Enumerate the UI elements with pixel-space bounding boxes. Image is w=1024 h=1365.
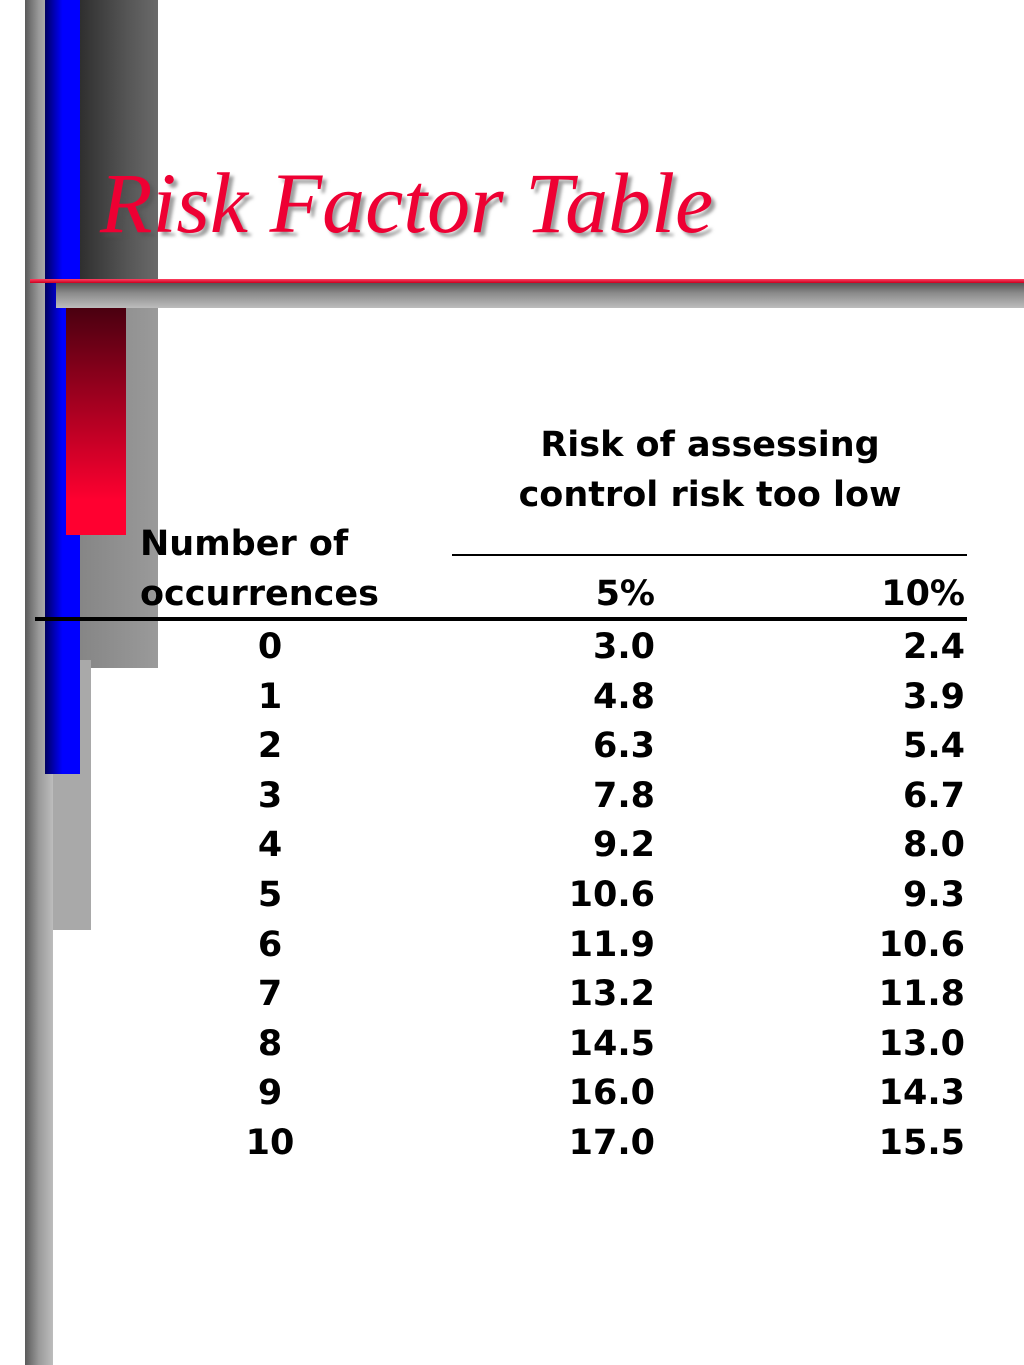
cell-risk-5-percent: 16.0 <box>568 1073 655 1114</box>
cell-occurrences: 10 <box>245 1122 295 1163</box>
title-underline-red <box>30 279 1024 283</box>
table-row: 9 16.0 14.3 <box>0 1076 1024 1126</box>
cell-risk-5-percent: 3.0 <box>592 627 655 667</box>
cell-risk-5-percent: 14.5 <box>568 1023 655 1064</box>
row-header-line-2: occurrences <box>140 574 379 614</box>
cell-occurrences: 9 <box>257 1073 283 1114</box>
table-body: 0 3.0 2.4 1 4.8 3.9 2 6.3 5.4 3 7.8 6.7 4 9.2 8.0 5 10.6… <box>0 630 1024 1176</box>
cell-occurrences: 3 <box>257 775 283 816</box>
cell-risk-5-percent: 10.6 <box>568 874 655 915</box>
cell-risk-10-percent: 9.3 <box>902 874 965 915</box>
cell-risk-10-percent: 5.4 <box>902 726 965 767</box>
table-row: 2 6.3 5.4 <box>0 729 1024 779</box>
decorative-bar-red <box>66 308 126 535</box>
cell-risk-10-percent: 3.9 <box>902 676 965 717</box>
cell-risk-10-percent: 15.5 <box>878 1122 965 1163</box>
cell-risk-5-percent: 17.0 <box>568 1122 655 1163</box>
cell-occurrences: 0 <box>257 627 283 667</box>
cell-occurrences: 5 <box>257 874 283 915</box>
cell-occurrences: 1 <box>257 676 283 717</box>
title-underline-gray-band <box>56 283 1024 308</box>
cell-occurrences: 8 <box>257 1023 283 1064</box>
cell-occurrences: 6 <box>257 924 283 965</box>
cell-occurrences: 7 <box>257 974 283 1015</box>
cell-risk-5-percent: 6.3 <box>592 726 655 767</box>
column-group-rule <box>452 554 967 556</box>
table-row: 7 13.2 11.8 <box>0 977 1024 1027</box>
column-header-5-percent: 5% <box>595 574 655 614</box>
cell-risk-10-percent: 10.6 <box>878 924 965 965</box>
column-group-header-line-2: control risk too low <box>518 475 902 515</box>
table-row: 8 14.5 13.0 <box>0 1023 1024 1077</box>
cell-occurrences: 4 <box>257 825 283 866</box>
slide-title: Risk Factor Table <box>100 155 714 251</box>
row-header-line-1: Number of <box>140 524 349 564</box>
cell-risk-5-percent: 4.8 <box>592 676 655 717</box>
cell-risk-10-percent: 14.3 <box>878 1073 965 1114</box>
cell-risk-5-percent: 7.8 <box>592 775 655 816</box>
table-row: 0 3.0 2.4 <box>0 630 1024 680</box>
column-group-header-line-1: Risk of assessing <box>540 425 880 465</box>
table-row: 5 10.6 9.3 <box>0 874 1024 928</box>
cell-risk-10-percent: 13.0 <box>878 1023 965 1064</box>
decorative-bar-dark-gray <box>80 0 158 310</box>
table-row: 10 17.0 15.5 <box>0 1122 1024 1176</box>
cell-risk-10-percent: 2.4 <box>902 627 965 667</box>
cell-risk-10-percent: 6.7 <box>902 775 965 816</box>
table-row: 1 4.8 3.9 <box>0 676 1024 730</box>
cell-risk-10-percent: 8.0 <box>902 825 965 866</box>
table-row: 4 9.2 8.0 <box>0 828 1024 878</box>
cell-risk-5-percent: 11.9 <box>568 924 655 965</box>
cell-risk-5-percent: 13.2 <box>568 974 655 1015</box>
cell-risk-5-percent: 9.2 <box>592 825 655 866</box>
cell-occurrences: 2 <box>257 726 283 767</box>
cell-risk-10-percent: 11.8 <box>878 974 965 1015</box>
column-header-10-percent: 10% <box>881 574 965 614</box>
header-rule <box>35 617 967 621</box>
table-row: 3 7.8 6.7 <box>0 775 1024 829</box>
table-row: 6 11.9 10.6 <box>0 924 1024 978</box>
